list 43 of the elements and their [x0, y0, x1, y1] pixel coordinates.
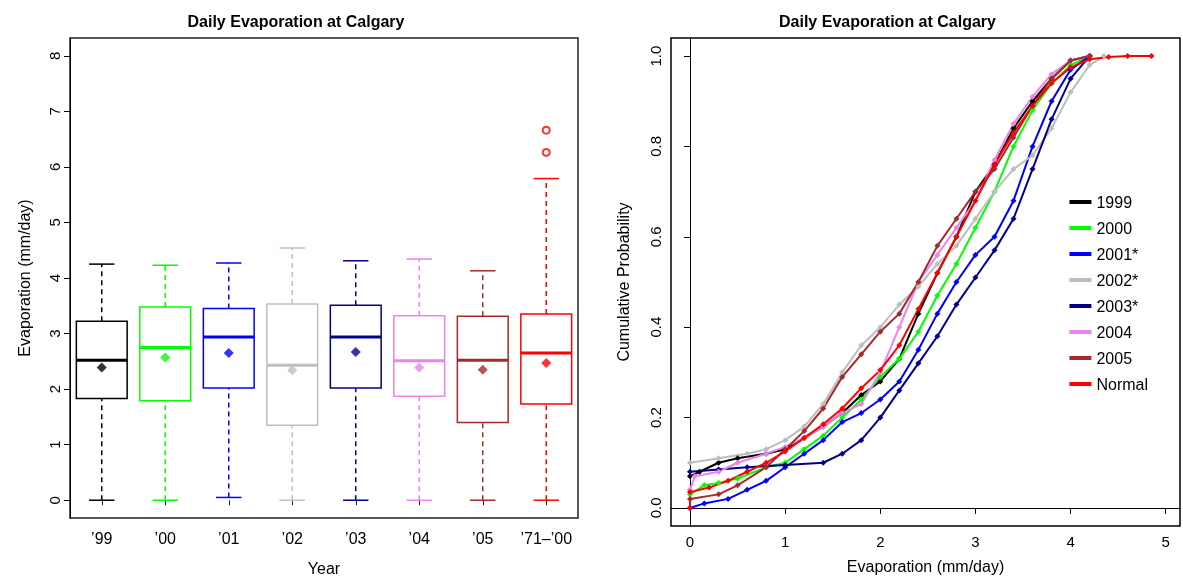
y-tick-label: 5	[46, 218, 63, 227]
x-tick-label: 3	[971, 533, 980, 550]
legend-label: 2003*	[1096, 297, 1139, 315]
x-axis-title: Evaporation (mm/day)	[846, 557, 1005, 575]
y-tick-label: 0.0	[647, 497, 664, 519]
x-tick-label: ’01	[218, 529, 240, 547]
y-tick-label: 0	[46, 496, 63, 505]
x-tick-label: ’00	[154, 529, 177, 547]
legend-label: 2002*	[1096, 271, 1139, 289]
y-tick-label: 3	[46, 329, 63, 338]
y-tick-label: 4	[46, 273, 63, 283]
x-tick-label: ’04	[408, 529, 431, 547]
chart-title: Daily Evaporation at Calgary	[187, 12, 405, 30]
x-tick-label: ’03	[345, 529, 367, 547]
legend-label: 1999	[1096, 193, 1133, 211]
legend-label: Normal	[1096, 375, 1148, 393]
legend-label: 2000	[1096, 219, 1133, 237]
x-tick-label: 0	[685, 533, 695, 550]
x-tick-label: 4	[1066, 533, 1075, 550]
legend-label: 2004	[1096, 323, 1133, 341]
y-tick-label: 2	[46, 384, 63, 394]
x-axis-title: Year	[307, 559, 341, 577]
y-tick-label: 0.8	[647, 136, 664, 157]
x-tick-label: ’05	[472, 529, 494, 547]
x-tick-label: ’02	[281, 529, 304, 547]
x-tick-label: 1	[781, 533, 790, 550]
y-tick-label: 7	[46, 107, 63, 116]
legend-label: 2001*	[1096, 245, 1139, 263]
y-axis-title: Evaporation (mm/day)	[15, 199, 33, 357]
x-tick-label: ’99	[91, 529, 113, 547]
chart-title: Daily Evaporation at Calgary	[779, 12, 997, 30]
x-tick-label: 5	[1161, 533, 1170, 550]
y-tick-label: 6	[46, 162, 63, 172]
y-tick-label: 0.4	[647, 316, 664, 338]
y-tick-label: 1	[46, 440, 63, 449]
y-tick-label: 1.0	[647, 45, 664, 67]
y-tick-label: 8	[46, 51, 63, 60]
y-tick-label: 0.2	[647, 407, 664, 428]
y-tick-label: 0.6	[647, 226, 664, 248]
legend-label: 2005	[1096, 349, 1133, 367]
x-tick-label: ’71–’00	[520, 529, 573, 547]
x-tick-label: 2	[876, 533, 885, 550]
y-axis-title: Cumulative Probability	[614, 202, 632, 362]
